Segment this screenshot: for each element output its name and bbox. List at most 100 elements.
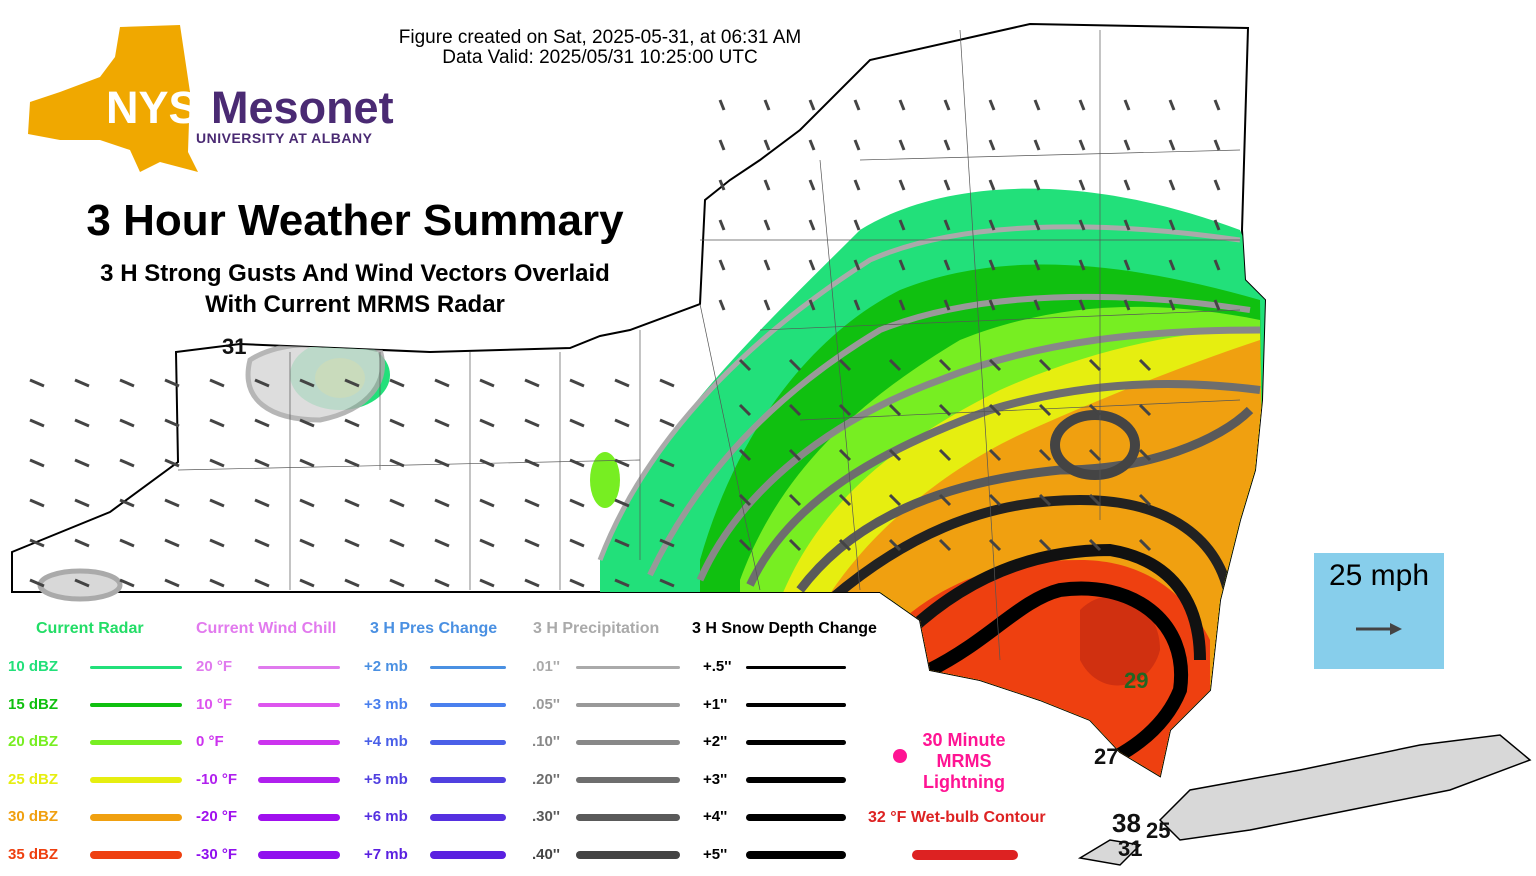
legend-label: +4 mb — [364, 733, 408, 750]
wetbulb-legend-label: 32 °F Wet-bulb Contour — [868, 809, 1046, 826]
wind-vector — [119, 578, 135, 588]
wind-vector — [898, 99, 906, 111]
wind-scale-label: 25 mph — [1328, 559, 1430, 592]
subtitle-line-1: 3 H Strong Gusts And Wind Vectors Overla… — [100, 260, 610, 287]
wind-vector — [898, 179, 906, 191]
wind-vector — [1088, 448, 1102, 462]
wind-vector — [479, 578, 495, 588]
wind-vector — [659, 498, 675, 508]
legend-label: 25 dBZ — [8, 770, 59, 788]
wind-vector — [299, 378, 315, 388]
wind-vector — [254, 378, 270, 388]
wind-vector — [1123, 139, 1131, 151]
wind-vector — [389, 378, 405, 388]
legend-label: 0 °F — [196, 733, 224, 750]
wind-vector — [434, 578, 450, 588]
wind-vector — [74, 578, 90, 588]
wind-vector — [209, 578, 225, 588]
wind-vector — [763, 139, 771, 151]
wind-vector — [788, 538, 802, 552]
wind-vector — [1088, 538, 1102, 552]
wind-vector — [254, 538, 270, 548]
wind-vector — [29, 458, 45, 468]
wind-vector — [1168, 179, 1176, 191]
wind-vector — [1033, 99, 1041, 111]
wind-vector — [524, 418, 540, 428]
wind-vector — [938, 538, 952, 552]
wind-vector — [119, 458, 135, 468]
wind-vector — [898, 219, 906, 231]
wind-vector — [29, 378, 45, 388]
legend-label: +5'' — [703, 845, 728, 863]
legend-title-radar: Current Radar — [36, 620, 144, 637]
wind-vector — [74, 418, 90, 428]
legend-label: +4'' — [703, 808, 728, 825]
wind-vector — [479, 498, 495, 508]
legend-bar — [90, 702, 182, 707]
wind-vector — [164, 418, 180, 428]
wind-vector — [1078, 299, 1086, 311]
wind-vector — [1168, 99, 1176, 111]
wind-vector — [659, 458, 675, 468]
legend-label: +7 mb — [364, 845, 408, 863]
legend-label: 30 dBZ — [8, 808, 59, 825]
wind-vector — [164, 378, 180, 388]
wind-vector — [853, 99, 861, 111]
wind-vector — [718, 99, 726, 111]
wind-vector — [788, 493, 802, 507]
wind-vector — [938, 403, 952, 417]
page-title: 3 Hour Weather Summary — [86, 196, 624, 245]
wind-vector — [524, 578, 540, 588]
legend-label: 10 °F — [196, 695, 233, 713]
legend-label: +5 mb — [364, 770, 408, 788]
wind-vector — [164, 538, 180, 548]
wind-vector — [524, 498, 540, 508]
legend-bar — [90, 850, 182, 859]
wind-vector — [1123, 299, 1131, 311]
wind-vector — [853, 139, 861, 151]
legend-label: .10'' — [532, 733, 560, 750]
legend-bar — [90, 813, 182, 821]
wind-vector — [988, 139, 996, 151]
legend-title-precip: 3 H Precipitation — [533, 620, 660, 637]
wind-vector — [808, 219, 816, 231]
wind-vector — [888, 493, 902, 507]
wind-vector — [524, 378, 540, 388]
wind-vector — [1123, 179, 1131, 191]
wind-vector — [988, 493, 1002, 507]
wind-vector — [299, 498, 315, 508]
lightning-dot-icon — [893, 749, 907, 763]
wind-vector — [659, 418, 675, 428]
page-subtitle: 3 H Strong Gusts And Wind Vectors Overla… — [20, 258, 690, 320]
wind-vector — [788, 448, 802, 462]
wind-vector — [808, 259, 816, 271]
wind-vector — [1038, 448, 1052, 462]
legend-label: +3'' — [703, 770, 728, 788]
wind-vector — [29, 498, 45, 508]
legend-label: +1'' — [703, 695, 728, 713]
wind-vector — [479, 458, 495, 468]
legend-label: .05'' — [532, 695, 560, 713]
wind-vector — [1213, 219, 1221, 231]
legend-bar — [576, 702, 680, 707]
wind-vector — [938, 493, 952, 507]
wind-vector — [1123, 99, 1131, 111]
legend-label: 20 °F — [196, 658, 233, 675]
wind-vector — [209, 378, 225, 388]
legend-bar — [746, 776, 846, 783]
wind-vector — [1168, 299, 1176, 311]
wind-vector — [898, 139, 906, 151]
wind-vector — [524, 538, 540, 548]
legend-label: .01'' — [532, 658, 560, 675]
wind-vector — [389, 498, 405, 508]
wind-vector — [988, 403, 1002, 417]
wind-vector — [788, 403, 802, 417]
wind-vector — [74, 538, 90, 548]
legend-bar — [90, 776, 182, 783]
wind-vector — [344, 538, 360, 548]
wind-vector — [119, 418, 135, 428]
wind-vector — [1038, 403, 1052, 417]
wind-vector — [29, 538, 45, 548]
wind-vector — [1213, 139, 1221, 151]
wind-vector — [1033, 219, 1041, 231]
